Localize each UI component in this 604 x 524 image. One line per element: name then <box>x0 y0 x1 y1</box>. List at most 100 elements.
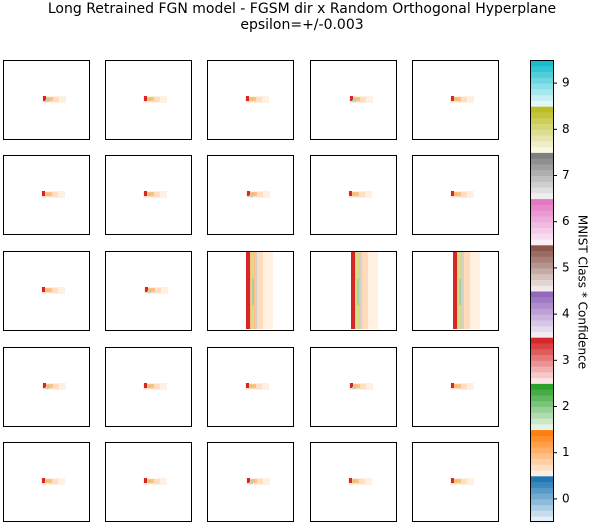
colorbar-segment <box>530 302 553 309</box>
colorbar-segment <box>530 383 553 390</box>
heatmap-panel <box>310 251 397 331</box>
colorbar-segment <box>530 516 553 523</box>
blob-yellow <box>148 193 151 195</box>
panel-frame <box>310 347 397 427</box>
colorbar-tick-label: 1 <box>562 445 570 459</box>
heatmap-panel <box>3 251 90 331</box>
heatmap-panel <box>3 347 90 427</box>
colorbar-tick-label: 7 <box>562 168 570 182</box>
chart-title: Long Retrained FGN model - FGSM dir x Ra… <box>47 1 557 17</box>
colorbar-segment <box>530 146 553 153</box>
colorbar-segment <box>530 204 553 211</box>
stripe-green <box>252 279 254 305</box>
colorbar-segment <box>530 140 553 148</box>
panel-frame <box>207 347 294 427</box>
panel-frame <box>412 442 499 522</box>
heatmap-panel <box>105 155 192 235</box>
heatmap-panel <box>207 60 294 140</box>
panel-frame <box>207 155 294 235</box>
blob-core <box>451 96 454 101</box>
colorbar-segment <box>530 256 553 263</box>
blob-yellow <box>353 193 356 195</box>
colorbar-segment <box>530 452 553 459</box>
colorbar-segment <box>530 88 553 96</box>
blob-yellow <box>149 289 152 291</box>
stripe-core <box>453 252 457 329</box>
colorbar-segment <box>530 94 553 101</box>
heatmap-panel <box>3 155 90 235</box>
colorbar-segment <box>530 169 553 176</box>
colorbar-segment <box>530 319 553 327</box>
colorbar-segment <box>530 360 553 367</box>
blob-core <box>43 383 46 388</box>
colorbar-segment <box>530 210 553 217</box>
colorbar-segment <box>530 65 553 73</box>
panel-frame <box>412 60 499 140</box>
colorbar-segment <box>530 267 553 275</box>
blob-yellow <box>455 385 458 387</box>
colorbar-segment <box>530 123 553 130</box>
blob-yellow <box>354 385 357 387</box>
colorbar-segment <box>530 481 553 488</box>
colorbar-segment <box>530 418 553 425</box>
stripe-green <box>459 279 461 305</box>
colorbar-segment <box>530 83 553 90</box>
heatmap-panel <box>105 347 192 427</box>
colorbar-segment <box>530 493 553 500</box>
panel-frame <box>105 155 192 235</box>
colorbar-segment <box>530 215 553 223</box>
colorbar-segment <box>530 60 553 67</box>
colorbar-segment <box>530 441 553 448</box>
blob-yellow <box>251 193 254 195</box>
blob-blue <box>147 291 151 293</box>
stripe-gray <box>462 252 464 329</box>
blob-core <box>144 96 147 101</box>
colorbar-segment <box>530 279 553 286</box>
panel-frame <box>207 442 294 522</box>
colorbar-segment <box>530 354 553 361</box>
blob-yellow <box>251 480 254 482</box>
blob-yellow <box>354 98 357 100</box>
panel-frame <box>105 251 192 331</box>
panel-frame <box>207 60 294 140</box>
colorbar-segment <box>530 77 553 84</box>
blob-blue <box>45 100 49 102</box>
colorbar-label: MNIST Class * Confidence <box>576 215 590 369</box>
colorbar-segment <box>530 435 553 442</box>
colorbar-segment <box>530 377 553 384</box>
colorbar-segment <box>530 198 553 205</box>
heatmap-panel <box>310 60 397 140</box>
colorbar-segment <box>530 244 553 252</box>
colorbar-segment <box>530 498 553 506</box>
panel-frame <box>310 251 397 331</box>
heatmap-panel <box>207 442 294 522</box>
colorbar-frame <box>530 60 554 522</box>
blob-yellow <box>455 480 458 482</box>
chart-subtitle: epsilon=+/-0.003 <box>240 17 364 33</box>
colorbar-tick-label: 0 <box>562 491 570 505</box>
heatmap-panel <box>310 442 397 522</box>
blob-yellow <box>46 193 49 195</box>
colorbar-segment <box>530 262 553 269</box>
stripe-gray <box>360 252 362 329</box>
stripe-core <box>246 252 250 329</box>
panel-frame <box>412 347 499 427</box>
colorbar-segment <box>530 342 553 350</box>
colorbar-segment <box>530 192 553 200</box>
colorbar-segment <box>530 158 553 165</box>
stripe-gray <box>255 252 257 329</box>
colorbar-tick-label: 6 <box>562 214 570 228</box>
colorbar-segment <box>530 400 553 407</box>
colorbar-segment <box>530 71 553 78</box>
colorbar-segment <box>530 308 553 315</box>
colorbar-segment <box>530 487 553 494</box>
blob-yellow <box>455 193 458 195</box>
panel-frame <box>105 347 192 427</box>
panel-frame <box>207 251 294 331</box>
blob-core <box>247 478 250 483</box>
colorbar-segment <box>530 100 553 107</box>
blob-yellow <box>46 480 49 482</box>
heatmap-panel <box>412 442 499 522</box>
blob-core <box>42 287 45 292</box>
blob-yellow <box>148 98 151 100</box>
